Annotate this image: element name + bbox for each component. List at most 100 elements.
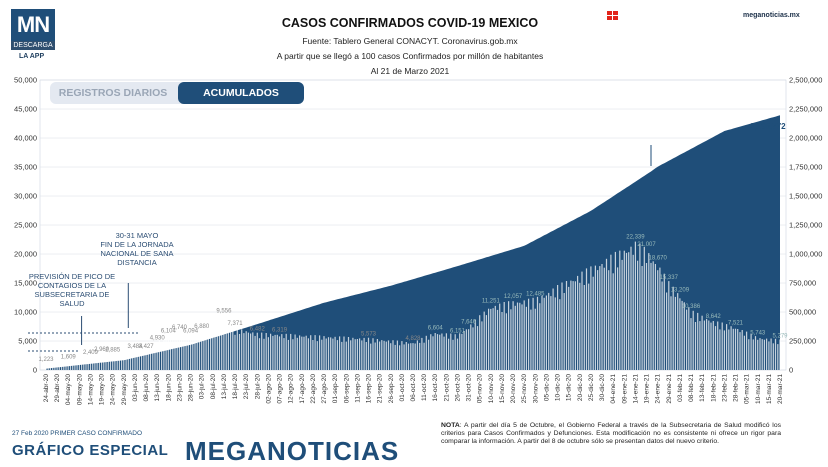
x-tick-label: 13-jul-20 — [221, 374, 228, 400]
daily-bar — [196, 334, 198, 370]
daily-bar — [512, 301, 514, 370]
x-tick-label: 11-oct-20 — [421, 374, 428, 401]
x-tick-label: 16-sep-20 — [366, 374, 373, 404]
daily-value-label: 3,484 — [127, 344, 143, 350]
daily-bar — [94, 356, 96, 370]
x-tick-label: 26-sep-20 — [388, 374, 395, 404]
daily-bar — [774, 338, 777, 370]
daily-bar — [668, 281, 670, 370]
tab-daily-records[interactable]: REGISTROS DIARIOS — [58, 87, 168, 99]
x-tick-label: 12-ago-20 — [288, 374, 295, 404]
daily-bar — [165, 338, 167, 370]
daily-value-label: 22,339 — [626, 234, 645, 240]
daily-bar — [439, 334, 441, 370]
x-tick-label: 24-abr-20 — [43, 374, 50, 403]
logo-download-tag: DESCARGA — [11, 41, 55, 50]
daily-bar — [332, 338, 334, 370]
y-left-tick: 40,000 — [14, 134, 37, 143]
daily-bar — [766, 338, 768, 370]
daily-value-label: 1,609 — [61, 355, 77, 361]
daily-bar — [485, 315, 487, 370]
daily-bar — [539, 303, 541, 370]
daily-bar — [370, 343, 372, 370]
daily-bar — [601, 264, 603, 370]
x-tick-label: 01-sep-20 — [332, 374, 339, 404]
daily-bar — [436, 334, 439, 370]
x-tick-label: 19-may-20 — [99, 374, 106, 405]
daily-bar — [743, 335, 745, 370]
x-tick-label: 14-ene-21 — [632, 374, 639, 404]
daily-bar — [114, 354, 116, 370]
daily-bar — [307, 338, 309, 370]
daily-bar — [319, 335, 321, 370]
daily-bar — [483, 311, 485, 370]
x-tick-label: 13-feb-21 — [699, 374, 706, 402]
site-link[interactable]: meganoticias.mx — [743, 12, 800, 19]
daily-bar — [552, 288, 554, 370]
daily-bar — [632, 254, 634, 370]
daily-value-label: 6,319 — [272, 327, 288, 333]
daily-bar — [701, 315, 703, 370]
daily-bar — [421, 337, 423, 370]
daily-bar — [752, 339, 754, 370]
meganoticias-logo[interactable]: MN DESCARGA LA APP — [11, 9, 55, 60]
peak-annotation: 21 ENE PICO REAL DE CONTAGIOS 22,339 — [620, 99, 668, 135]
daily-bar — [254, 335, 256, 370]
daily-bar — [625, 252, 628, 370]
daily-bar — [532, 297, 534, 370]
daily-bar — [468, 329, 470, 370]
daily-bar — [488, 308, 490, 370]
y-left-tick: 30,000 — [14, 192, 37, 201]
daily-bar — [292, 339, 294, 370]
daily-bar — [272, 335, 274, 370]
daily-bar — [459, 333, 461, 370]
daily-bar — [194, 334, 196, 370]
daily-bar — [579, 282, 581, 370]
y-left-tick: 20,000 — [14, 250, 37, 259]
last-total-label: 2,195,772 — [750, 122, 786, 131]
daily-bar — [445, 333, 447, 370]
y-left-tick: 35,000 — [14, 163, 37, 172]
daily-bar — [149, 346, 152, 370]
daily-bar — [294, 334, 296, 370]
daily-bar — [363, 337, 365, 370]
daily-bar — [490, 308, 492, 370]
daily-bar — [394, 344, 396, 370]
daily-bar — [205, 333, 207, 370]
x-tick-label: 15-mar-21 — [766, 374, 773, 404]
daily-bar — [45, 364, 47, 370]
daily-value-label: 4,930 — [150, 335, 166, 341]
daily-bar — [365, 342, 367, 370]
daily-bar — [706, 318, 708, 370]
x-tick-label: 20-dic-20 — [577, 374, 584, 401]
x-tick-label: 21-sep-20 — [377, 374, 384, 404]
daily-bar — [677, 293, 679, 370]
daily-value-label: 10,386 — [682, 304, 701, 310]
daily-bar — [652, 261, 654, 370]
daily-bar — [441, 333, 443, 370]
daily-bar — [732, 328, 734, 370]
daily-bar — [145, 350, 147, 370]
x-tick-label: 13-jun-20 — [154, 374, 161, 402]
daily-value-label: 13,209 — [671, 287, 690, 293]
daily-bar — [379, 341, 381, 370]
x-tick-label: 03-jul-20 — [199, 374, 206, 400]
daily-value-label: 21,007 — [637, 242, 656, 248]
x-tick-label: 08-jul-20 — [210, 374, 217, 400]
daily-bar — [456, 338, 459, 370]
x-tick-label: 03-jun-20 — [132, 374, 139, 402]
x-tick-label: 30-dic-20 — [599, 374, 606, 401]
y-left-tick: 45,000 — [14, 105, 37, 114]
daily-bar — [176, 337, 178, 370]
tab-accumulated[interactable]: ACUMULADOS — [178, 82, 304, 104]
daily-bar — [645, 263, 648, 370]
y-left-tick: 10,000 — [14, 308, 37, 317]
daily-bar — [432, 336, 434, 370]
daily-bar — [583, 285, 585, 370]
daily-bar — [641, 266, 643, 370]
daily-bar — [109, 353, 112, 370]
daily-bar — [343, 336, 345, 370]
daily-bar — [654, 264, 656, 370]
daily-bar — [367, 337, 370, 370]
daily-bar — [267, 337, 269, 370]
